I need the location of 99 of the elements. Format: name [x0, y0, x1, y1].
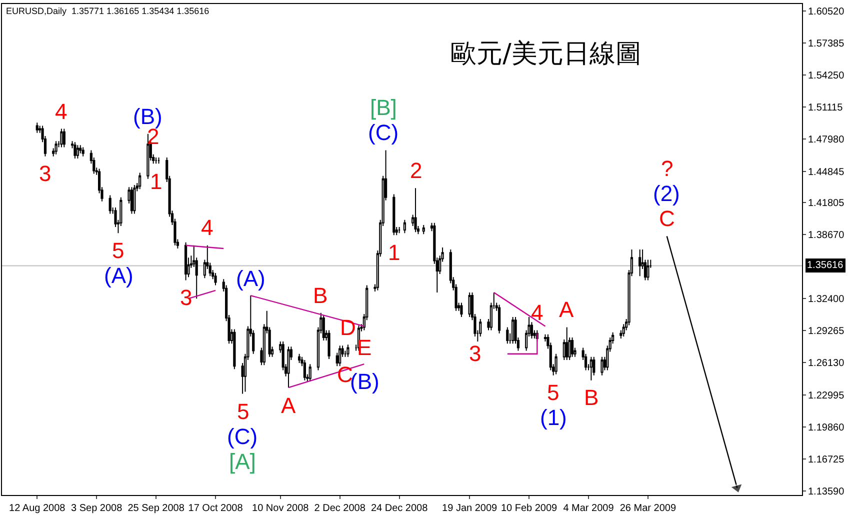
candlestick [328, 330, 330, 360]
candlestick [422, 224, 425, 235]
candlestick [600, 356, 604, 376]
candlestick [498, 304, 501, 334]
x-tick-label: 12 Aug 2008 [9, 503, 66, 514]
candlestick [214, 272, 217, 286]
annotation: C [659, 206, 675, 231]
candlestick [566, 326, 568, 360]
annotation: B [313, 283, 328, 308]
candlestick [506, 326, 509, 344]
annotation: 4 [201, 215, 214, 240]
candlestick [233, 328, 236, 370]
x-tick-label: 25 Sep 2008 [128, 503, 185, 514]
annotation: 4 [531, 300, 544, 325]
annotation: (1) [540, 405, 567, 430]
candlestick [82, 146, 84, 157]
annotation: 1 [388, 240, 400, 265]
annotation: A [281, 393, 296, 418]
y-tick-label: 1.57385 [808, 38, 845, 50]
candlestick [512, 316, 514, 344]
candlestick [133, 184, 136, 214]
y-tick-label: 1.41805 [808, 198, 845, 209]
y-tick-label: 1.54250 [808, 70, 845, 82]
annotation: 1 [150, 169, 162, 194]
candlestick [638, 249, 642, 277]
candlestick [298, 353, 301, 364]
annotation: 5 [547, 380, 560, 405]
x-tick-label: 10 Nov 2008 [252, 503, 310, 514]
candlestick [36, 122, 38, 134]
candlestick [287, 346, 290, 388]
candlestick [346, 344, 350, 358]
candlestick [322, 314, 325, 342]
y-tick-label: 1.22995 [808, 390, 845, 402]
chart-subtitle: EURUSD,Daily 1.35771 1.36165 1.35434 1.35616 [6, 6, 210, 16]
annotation: (C) [227, 424, 258, 449]
annotation: E [357, 335, 372, 360]
x-tick-label: 3 Sep 2008 [71, 503, 123, 514]
candlestick [154, 156, 158, 164]
candlestick [414, 188, 417, 233]
candlestick [74, 142, 76, 159]
candlestick [403, 219, 406, 234]
y-tick-label: 1.60520 [808, 6, 845, 18]
candlestick [554, 353, 558, 375]
annotation: ? [661, 156, 674, 181]
x-tick-label: 26 Mar 2009 [620, 503, 676, 514]
y-tick-label: 1.29265 [808, 326, 845, 338]
annotation: 3 [180, 285, 192, 310]
y-tick-label: 1.44845 [808, 166, 845, 178]
y-tick-label: 1.19860 [808, 422, 845, 434]
y-tick-label: 1.13590 [808, 486, 845, 498]
ref-line-label: 1.35616 [807, 260, 844, 271]
candlestick [60, 128, 63, 148]
candlestick [460, 302, 463, 318]
annotation: (A) [104, 263, 134, 288]
x-tick-label: 10 Feb 2009 [500, 503, 558, 514]
y-tick-label: 1.51115 [808, 102, 844, 114]
candlestick [392, 194, 396, 236]
annotation: [B] [370, 95, 397, 120]
annotation: 2 [410, 158, 422, 183]
annotation: B [584, 385, 599, 410]
candlestick [138, 172, 142, 190]
annotation: A [559, 297, 574, 322]
annotation: 5 [112, 238, 124, 263]
annotation: 4 [55, 99, 68, 124]
candlestick [646, 259, 650, 281]
candlestick [468, 292, 471, 318]
y-tick-label: 1.47980 [808, 134, 845, 146]
x-tick-label: 17 Oct 2008 [188, 503, 244, 514]
annotation: 3 [39, 161, 52, 186]
candlestick [157, 156, 160, 164]
annotation: (2) [653, 181, 680, 206]
candlestick [130, 186, 134, 214]
text: 歐元/美元日線圖 [450, 39, 642, 70]
annotation: (A) [236, 266, 266, 291]
candlestick [303, 359, 306, 381]
candlestick [308, 364, 312, 382]
y-tick-label: 1.16725 [808, 454, 845, 466]
annotation: D [340, 315, 356, 340]
candlestick [76, 144, 79, 159]
x-tick-label: 4 Mar 2009 [563, 503, 614, 514]
candlestick [398, 226, 401, 234]
x-tick-label: 2 Dec 2008 [314, 503, 366, 514]
y-tick-label: 1.32400 [808, 294, 845, 306]
annotation: 3 [469, 341, 482, 366]
candlestick [570, 336, 574, 358]
y-tick-label: 1.26130 [808, 358, 845, 370]
candlestick [146, 133, 150, 180]
annotation: (C) [368, 120, 399, 145]
x-tick-label: 19 Jan 2009 [442, 503, 498, 514]
candlestick [54, 140, 58, 155]
annotation: [A] [229, 449, 256, 474]
annotation: 5 [237, 399, 250, 424]
candlestick [590, 356, 592, 381]
x-tick-label: 24 Dec 2008 [370, 503, 428, 514]
candlestick [62, 128, 66, 148]
candlestick [108, 194, 112, 214]
candlestick [338, 345, 342, 367]
candlestick [184, 242, 188, 281]
y-tick-label: 1.38670 [808, 230, 845, 241]
